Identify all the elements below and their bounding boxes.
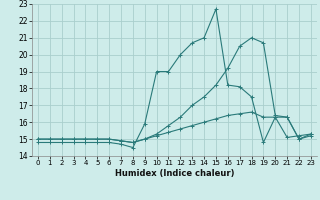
X-axis label: Humidex (Indice chaleur): Humidex (Indice chaleur): [115, 169, 234, 178]
